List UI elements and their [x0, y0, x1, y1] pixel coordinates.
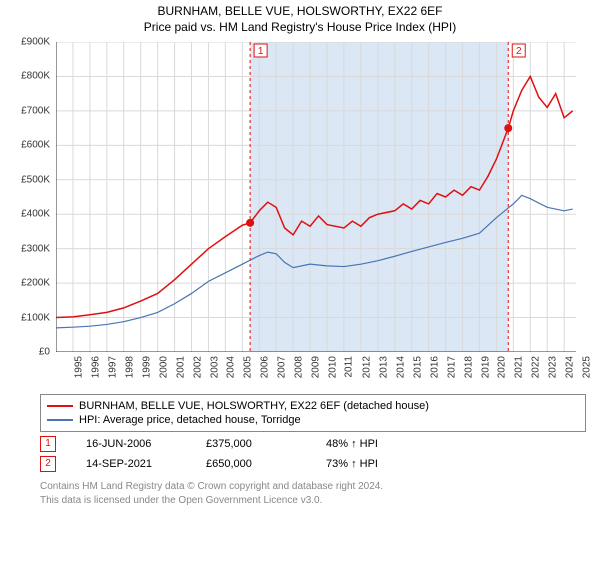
legend-swatch [47, 405, 73, 407]
footer-line-2: This data is licensed under the Open Gov… [40, 494, 586, 508]
sale-marker-icon: 2 [40, 456, 56, 472]
y-axis-label: £200K [21, 278, 50, 289]
y-axis-label: £400K [21, 209, 50, 220]
y-axis-label: £700K [21, 105, 50, 116]
footer-note: Contains HM Land Registry data © Crown c… [40, 480, 586, 507]
legend-item: BURNHAM, BELLE VUE, HOLSWORTHY, EX22 6EF… [47, 399, 579, 413]
y-axis-label: £0 [39, 347, 50, 358]
price-chart: £0 £100K £200K £300K £400K £500K £600K £700K £80… [10, 38, 590, 388]
sale-marker-icon: 1 [40, 436, 56, 452]
y-axis-label: £800K [21, 71, 50, 82]
y-axis-label: £600K [21, 140, 50, 151]
legend-label: BURNHAM, BELLE VUE, HOLSWORTHY, EX22 6EF… [79, 400, 429, 412]
sale-date: 14-SEP-2021 [86, 458, 176, 470]
sale-price: £375,000 [206, 438, 296, 450]
legend-box: BURNHAM, BELLE VUE, HOLSWORTHY, EX22 6EF… [40, 394, 586, 432]
footer-line-1: Contains HM Land Registry data © Crown c… [40, 480, 586, 494]
chart-svg: 12 [56, 42, 576, 352]
y-axis-label: £100K [21, 312, 50, 323]
page-title: BURNHAM, BELLE VUE, HOLSWORTHY, EX22 6EF [0, 4, 600, 18]
sale-delta: 48% ↑ HPI [326, 438, 416, 450]
svg-text:1: 1 [258, 46, 264, 57]
legend-swatch [47, 419, 73, 421]
sale-delta: 73% ↑ HPI [326, 458, 416, 470]
x-axis-label: 2025 [581, 356, 600, 378]
svg-text:2: 2 [516, 46, 522, 57]
page-subtitle: Price paid vs. HM Land Registry's House … [0, 20, 600, 34]
sale-date: 16-JUN-2006 [86, 438, 176, 450]
sale-price: £650,000 [206, 458, 296, 470]
sale-row: 1 16-JUN-2006 £375,000 48% ↑ HPI [40, 436, 586, 452]
legend-item: HPI: Average price, detached house, Torr… [47, 413, 579, 427]
sale-row: 2 14-SEP-2021 £650,000 73% ↑ HPI [40, 456, 586, 472]
y-axis-label: £300K [21, 243, 50, 254]
y-axis-label: £500K [21, 174, 50, 185]
legend-label: HPI: Average price, detached house, Torr… [79, 414, 301, 426]
y-axis-label: £900K [21, 37, 50, 48]
